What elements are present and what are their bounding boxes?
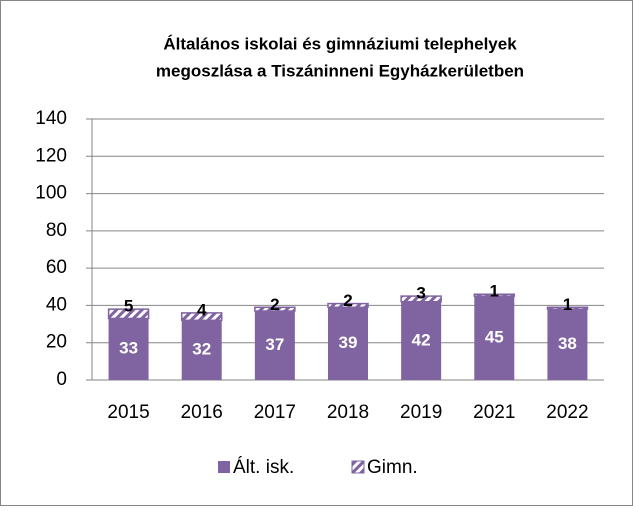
legend-label: Gimn. [367, 457, 418, 478]
value-label: 4 [197, 300, 207, 319]
chart-title: megoszlása a Tiszáninneni Egyházkerületb… [156, 61, 524, 80]
y-tick-label: 60 [46, 257, 67, 278]
bar-segment [400, 295, 442, 303]
x-tick-label: 2016 [181, 402, 223, 423]
bar-segment [107, 308, 150, 320]
value-label: 38 [558, 334, 577, 353]
value-label: 3 [416, 284, 425, 303]
value-label: 33 [119, 339, 138, 358]
x-tick-label: 2021 [473, 402, 515, 423]
value-label: 37 [265, 335, 284, 354]
x-tick-label: 2022 [546, 402, 588, 423]
x-tick-label: 2018 [327, 402, 369, 423]
bar-segment [546, 306, 589, 310]
bar-segment [401, 301, 442, 380]
value-label: 45 [485, 328, 504, 347]
y-tick-label: 80 [46, 220, 67, 241]
value-label: 2 [270, 295, 279, 314]
value-label: 1 [490, 282, 499, 301]
bar-segment [108, 318, 149, 380]
value-label: 5 [124, 297, 133, 316]
bar-segment [474, 296, 515, 380]
y-tick-label: 100 [35, 183, 67, 204]
bar-segment [181, 320, 222, 380]
legend-swatch [218, 461, 230, 473]
bar-segment [547, 309, 588, 380]
bar-segment [254, 306, 296, 312]
x-tick-label: 2019 [400, 402, 442, 423]
legend-swatch [351, 460, 365, 474]
value-label: 39 [339, 333, 358, 352]
value-label: 2 [343, 291, 352, 310]
x-tick-label: 2017 [254, 402, 296, 423]
value-label: 32 [192, 340, 211, 359]
y-tick-label: 140 [35, 108, 67, 129]
y-tick-label: 120 [35, 145, 67, 166]
y-tick-label: 40 [46, 294, 67, 315]
bar-segment [180, 312, 223, 322]
bar-segment [473, 293, 516, 297]
legend-label: Ált. isk. [233, 457, 294, 478]
chart-title: Általános iskolai és gimnáziumi telephel… [163, 34, 517, 53]
bar-segment [327, 302, 369, 309]
x-tick-label: 2015 [107, 402, 149, 423]
value-label: 42 [412, 330, 431, 349]
bar-segment [328, 307, 368, 380]
y-tick-label: 20 [46, 332, 67, 353]
value-label: 1 [563, 295, 572, 314]
bar-segment [254, 311, 295, 380]
y-tick-label: 0 [56, 369, 67, 390]
